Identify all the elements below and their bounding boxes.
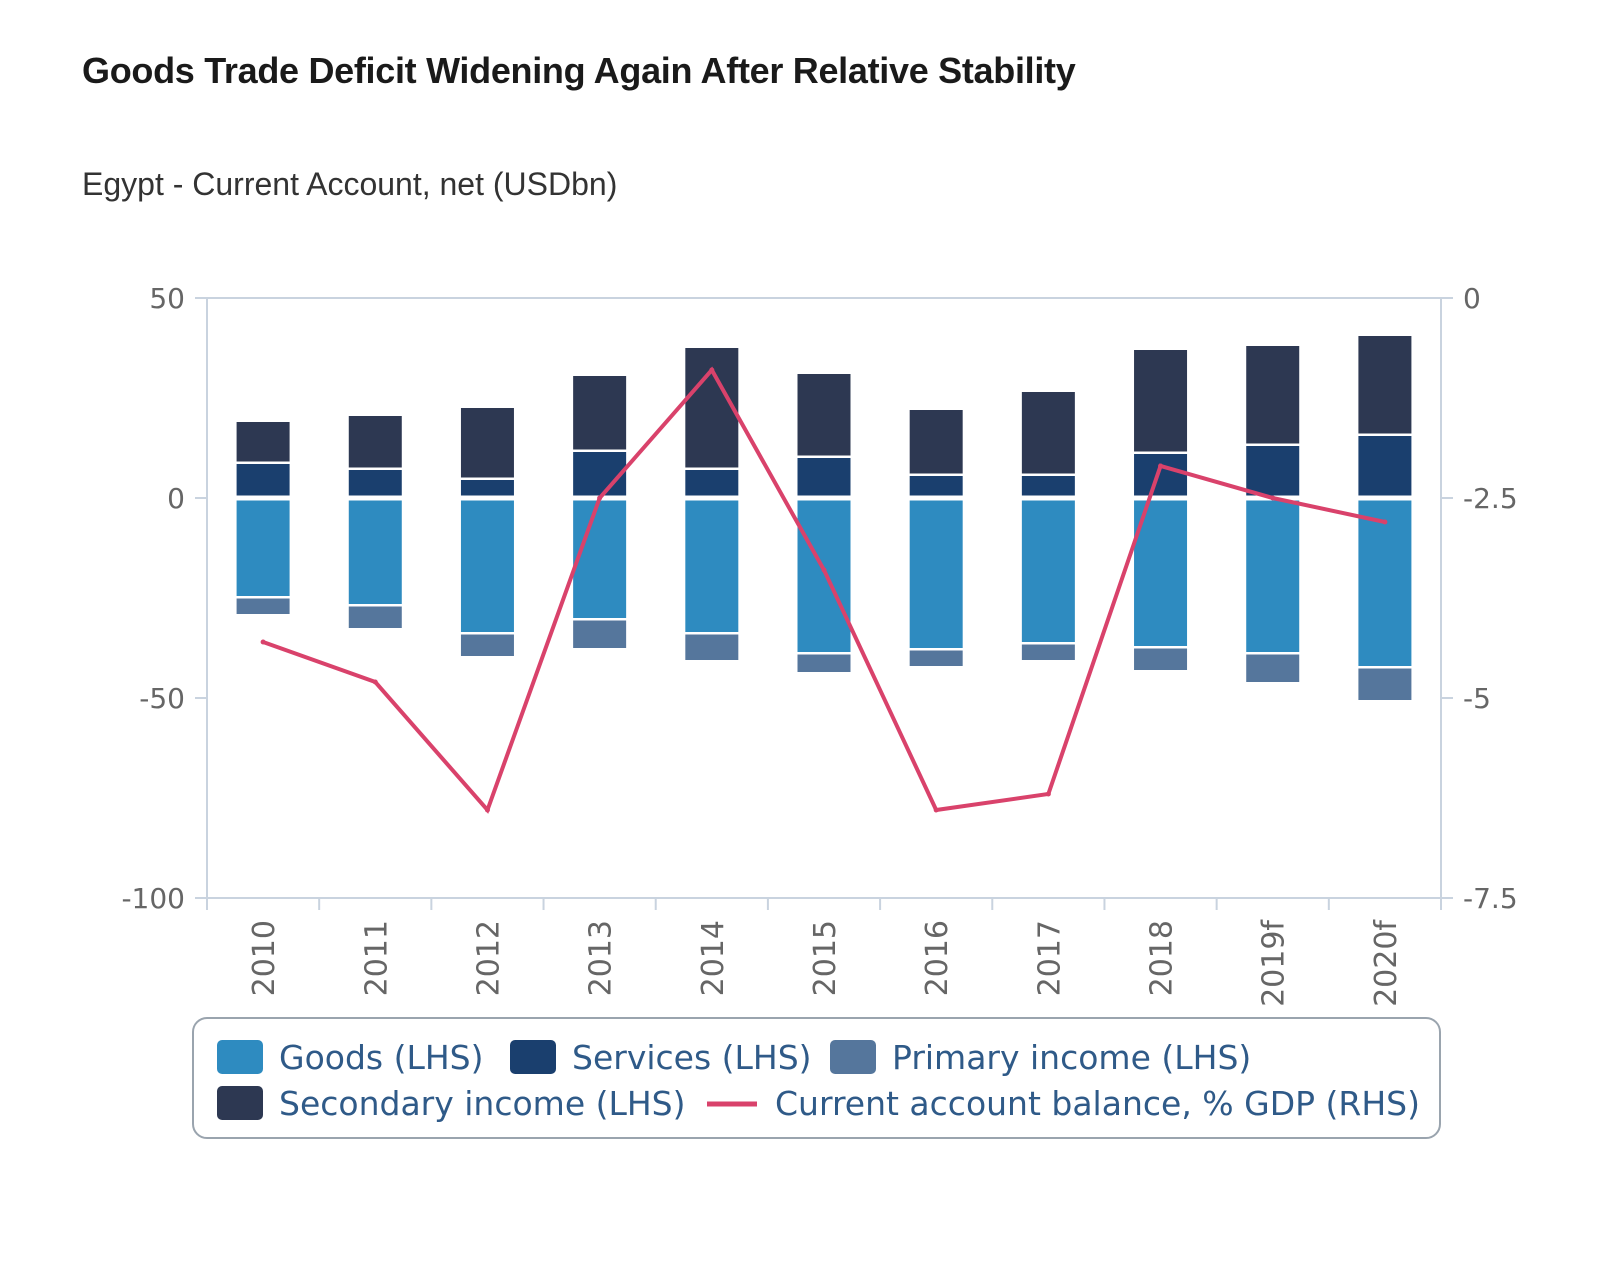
bar-goods bbox=[909, 500, 963, 648]
bar-secondary bbox=[797, 374, 851, 456]
bar-goods bbox=[460, 500, 514, 632]
bar-primary bbox=[797, 654, 851, 672]
line-point bbox=[1382, 519, 1388, 525]
bar-services bbox=[1021, 476, 1075, 496]
x-tick-label: 2020f bbox=[1369, 919, 1404, 1007]
legend-swatch-services bbox=[510, 1040, 556, 1074]
chart-subtitle: Egypt - Current Account, net (USDbn) bbox=[82, 166, 618, 202]
bar-goods bbox=[1246, 500, 1300, 652]
bar-primary bbox=[1246, 654, 1300, 682]
x-tick-label: 2018 bbox=[1145, 920, 1180, 996]
bar-goods bbox=[1021, 500, 1075, 642]
line-point bbox=[1158, 463, 1164, 469]
x-tick-label: 2014 bbox=[696, 920, 731, 996]
bar-secondary bbox=[909, 410, 963, 474]
bar-primary bbox=[460, 634, 514, 656]
line-point bbox=[597, 495, 603, 501]
y-right-tick-label: -7.5 bbox=[1463, 882, 1518, 915]
bar-goods bbox=[685, 500, 739, 632]
bar-services bbox=[1358, 436, 1412, 496]
x-tick-label: 2015 bbox=[808, 920, 843, 996]
x-tick-label: 2012 bbox=[471, 920, 506, 996]
bar-secondary bbox=[236, 422, 290, 462]
chart-title: Goods Trade Deficit Widening Again After… bbox=[82, 50, 1076, 91]
bar-primary bbox=[909, 650, 963, 666]
y-right-tick-label: -2.5 bbox=[1463, 482, 1518, 515]
line-point bbox=[260, 639, 266, 645]
y-right-tick-label: -5 bbox=[1463, 682, 1491, 715]
line-point bbox=[821, 567, 827, 573]
legend-swatch-goods bbox=[217, 1040, 263, 1074]
legend-label-secondary: Secondary income (LHS) bbox=[279, 1084, 686, 1123]
bar-secondary bbox=[1246, 346, 1300, 444]
x-tick-label: 2010 bbox=[247, 920, 282, 996]
bar-secondary bbox=[1358, 336, 1412, 434]
x-tick-label: 2016 bbox=[920, 920, 955, 996]
bar-primary bbox=[685, 634, 739, 660]
x-tick-label: 2011 bbox=[359, 920, 394, 996]
legend-label-primary: Primary income (LHS) bbox=[892, 1038, 1251, 1077]
bar-goods bbox=[348, 500, 402, 604]
line-point bbox=[372, 679, 378, 685]
bar-secondary bbox=[348, 416, 402, 468]
bar-services bbox=[236, 464, 290, 496]
line-point bbox=[1270, 495, 1276, 501]
bar-goods bbox=[797, 500, 851, 652]
legend-swatch-secondary bbox=[217, 1086, 263, 1120]
legend-label-line: Current account balance, % GDP (RHS) bbox=[775, 1084, 1420, 1123]
bar-primary bbox=[1134, 648, 1188, 670]
legend-label-goods: Goods (LHS) bbox=[279, 1038, 483, 1077]
x-tick-label: 2013 bbox=[584, 920, 619, 996]
y-left-tick-label: 0 bbox=[167, 482, 185, 515]
bar-primary bbox=[236, 598, 290, 614]
bar-goods bbox=[573, 500, 627, 618]
bar-secondary bbox=[685, 348, 739, 468]
bar-primary bbox=[573, 620, 627, 648]
plot-frame bbox=[206, 297, 1442, 899]
bar-primary bbox=[348, 606, 402, 628]
legend-label-services: Services (LHS) bbox=[572, 1038, 812, 1077]
y-right-tick-label: 0 bbox=[1463, 282, 1481, 315]
bar-secondary bbox=[1021, 392, 1075, 474]
legend-swatch-primary bbox=[830, 1040, 876, 1074]
bar-services bbox=[909, 476, 963, 496]
bar-secondary bbox=[1134, 350, 1188, 452]
bar-services bbox=[797, 458, 851, 496]
bar-primary bbox=[1358, 668, 1412, 700]
bar-secondary bbox=[573, 376, 627, 450]
y-left-tick-label: -100 bbox=[121, 882, 185, 915]
bar-services bbox=[348, 470, 402, 496]
bar-services bbox=[685, 470, 739, 496]
bar-primary bbox=[1021, 644, 1075, 660]
bar-secondary bbox=[460, 408, 514, 478]
bar-services bbox=[460, 480, 514, 496]
y-left-tick-label: 50 bbox=[149, 282, 185, 315]
bar-goods bbox=[1358, 500, 1412, 666]
bar-services bbox=[573, 452, 627, 496]
x-tick-label: 2019f bbox=[1257, 919, 1292, 1007]
bar-goods bbox=[1134, 500, 1188, 646]
line-point bbox=[933, 807, 939, 813]
line-point bbox=[1045, 791, 1051, 797]
y-left-tick-label: -50 bbox=[139, 682, 185, 715]
bar-goods bbox=[236, 500, 290, 596]
line-point bbox=[709, 367, 715, 373]
bar-services bbox=[1134, 454, 1188, 496]
legend-box bbox=[192, 1017, 1441, 1139]
line-point bbox=[484, 807, 490, 813]
x-tick-label: 2017 bbox=[1032, 920, 1067, 996]
bar-services bbox=[1246, 446, 1300, 496]
